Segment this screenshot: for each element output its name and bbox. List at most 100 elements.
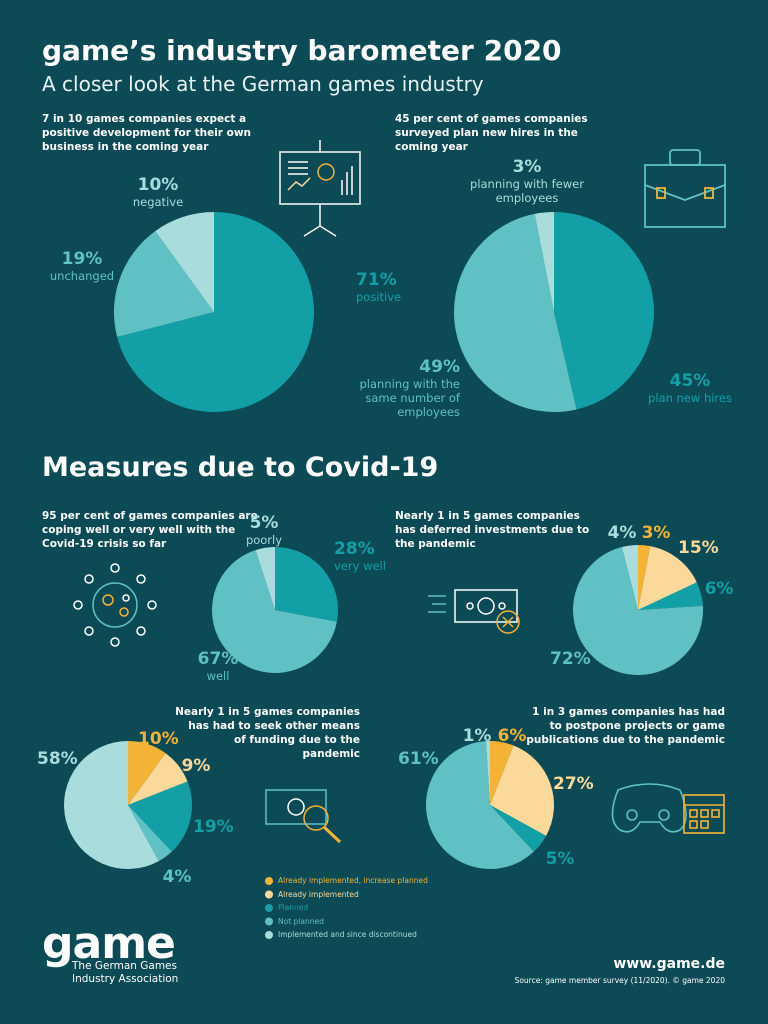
pie-slice [490,805,547,852]
category-label: plan new hires [648,391,732,405]
pie-slice [426,741,534,869]
slice-label: 10% [138,729,179,749]
chart-description: Nearly 1 in 5 games companies has deferr… [395,510,590,550]
slice-label: 72% [550,649,591,669]
value-label: 45% [669,371,711,391]
pie-slice [453,213,577,413]
pie-slice [638,582,703,610]
url: www.game.de [613,956,725,972]
pie-slice [128,741,166,805]
chart-description: 95 per cent of games companies are copin… [42,510,258,550]
legend-label: Planned [278,903,309,912]
value-label: 6% [497,726,527,746]
value-label: 5% [545,849,575,869]
slice-label: 5% [540,850,580,869]
value-label: 67% [197,649,239,669]
category-label: positive [356,290,402,304]
value-label: 28% [334,539,375,559]
slice-label: 4% [602,524,642,543]
pie-slice [490,745,554,836]
category-label: planning with the same number of employe… [359,377,461,419]
pie-slice [621,545,638,610]
chart-description: 7 in 10 games companies expect a positiv… [42,113,252,153]
slice-label: 5% poorly [234,513,294,548]
value-label: 49% [419,357,460,377]
slice-label: 10% negative [113,175,203,210]
slice-label: 67% well [188,649,248,684]
money-icon [428,589,520,634]
slice-label: 28% very well [334,539,404,574]
value-label: 6% [704,579,734,599]
slice-label: 3% planning with fewer employees [462,157,592,206]
pie-slice [638,545,651,610]
slice-label: 61% [398,750,439,769]
pie-slice [485,741,490,805]
value-label: 10% [138,729,179,749]
slice-label: 3% [636,524,676,543]
category-label: poorly [245,533,283,547]
slice-label: 1% [457,727,497,746]
source: Source: game member survey (11/2020). © … [514,976,725,985]
pie-slice [490,741,514,805]
virus-icon [73,563,157,647]
legend-swatch [265,931,273,939]
slice-label: 27% [553,774,594,794]
logo-tagline: The German Games Industry Association [72,960,179,985]
pie-slice [113,231,214,337]
funding-icon [265,789,342,844]
legend-label: Implemented and since discontinued [278,930,417,939]
category-label: negative [132,195,184,209]
pie-slice [155,212,214,312]
value-label: 5% [249,513,279,533]
legend-label: Already implemented [278,889,359,899]
value-label: 27% [553,774,594,794]
pie-slice [128,753,188,805]
value-label: 1% [462,726,492,746]
value-label: 15% [678,538,719,558]
gamepad-icon [611,783,725,834]
value-label: 3% [512,157,542,177]
pie-slice [211,550,337,673]
pie-slice [117,212,315,412]
value-label: 3% [641,523,671,543]
logo: game [42,918,176,969]
pie-slice [275,547,338,622]
value-label: 10% [137,175,179,195]
slice-label: 19% unchanged [37,249,127,284]
legend-swatch [265,917,273,926]
legend-swatch [265,890,273,899]
category-label: planning with fewer employees [470,177,584,205]
pie-slice [128,781,192,852]
slice-label: 9% [176,757,216,776]
category-label: well [206,669,230,683]
slice-label: 6% [699,580,739,599]
pie-slice [63,741,159,869]
pie-slice [638,546,697,610]
slice-label: 15% [678,538,719,558]
value-label: 72% [550,649,591,669]
easel-icon [279,140,361,237]
pie-slice [255,547,275,610]
pie-slice [534,212,554,312]
legend-label: Not planned [278,916,324,926]
slice-label: 6% [492,727,532,746]
category-label: very well [334,559,386,573]
value-label: 19% [61,249,103,269]
chart-description: 45 per cent of games companies surveyed … [395,113,588,153]
title: game’s industry barometer 2020 [42,34,562,67]
slice-label: 58% [37,750,78,769]
slice-label: 4% [157,868,197,887]
value-label: 71% [356,270,397,290]
value-label: 4% [607,523,637,543]
legend-swatch [265,904,273,912]
chart-description: 1 in 3 games companies has had to postpo… [526,706,725,746]
value-label: 4% [162,867,192,887]
subtitle: A closer look at the German games indust… [42,72,484,96]
value-label: 19% [193,817,234,837]
slice-label: 49% planning with the same number of empl… [335,357,461,420]
pie-slice [572,547,704,675]
slice-label: 71% positive [356,270,446,305]
chart-description: Nearly 1 in 5 games companies has had to… [175,706,360,760]
legend-label: Already implemented, increase planned [278,876,428,885]
